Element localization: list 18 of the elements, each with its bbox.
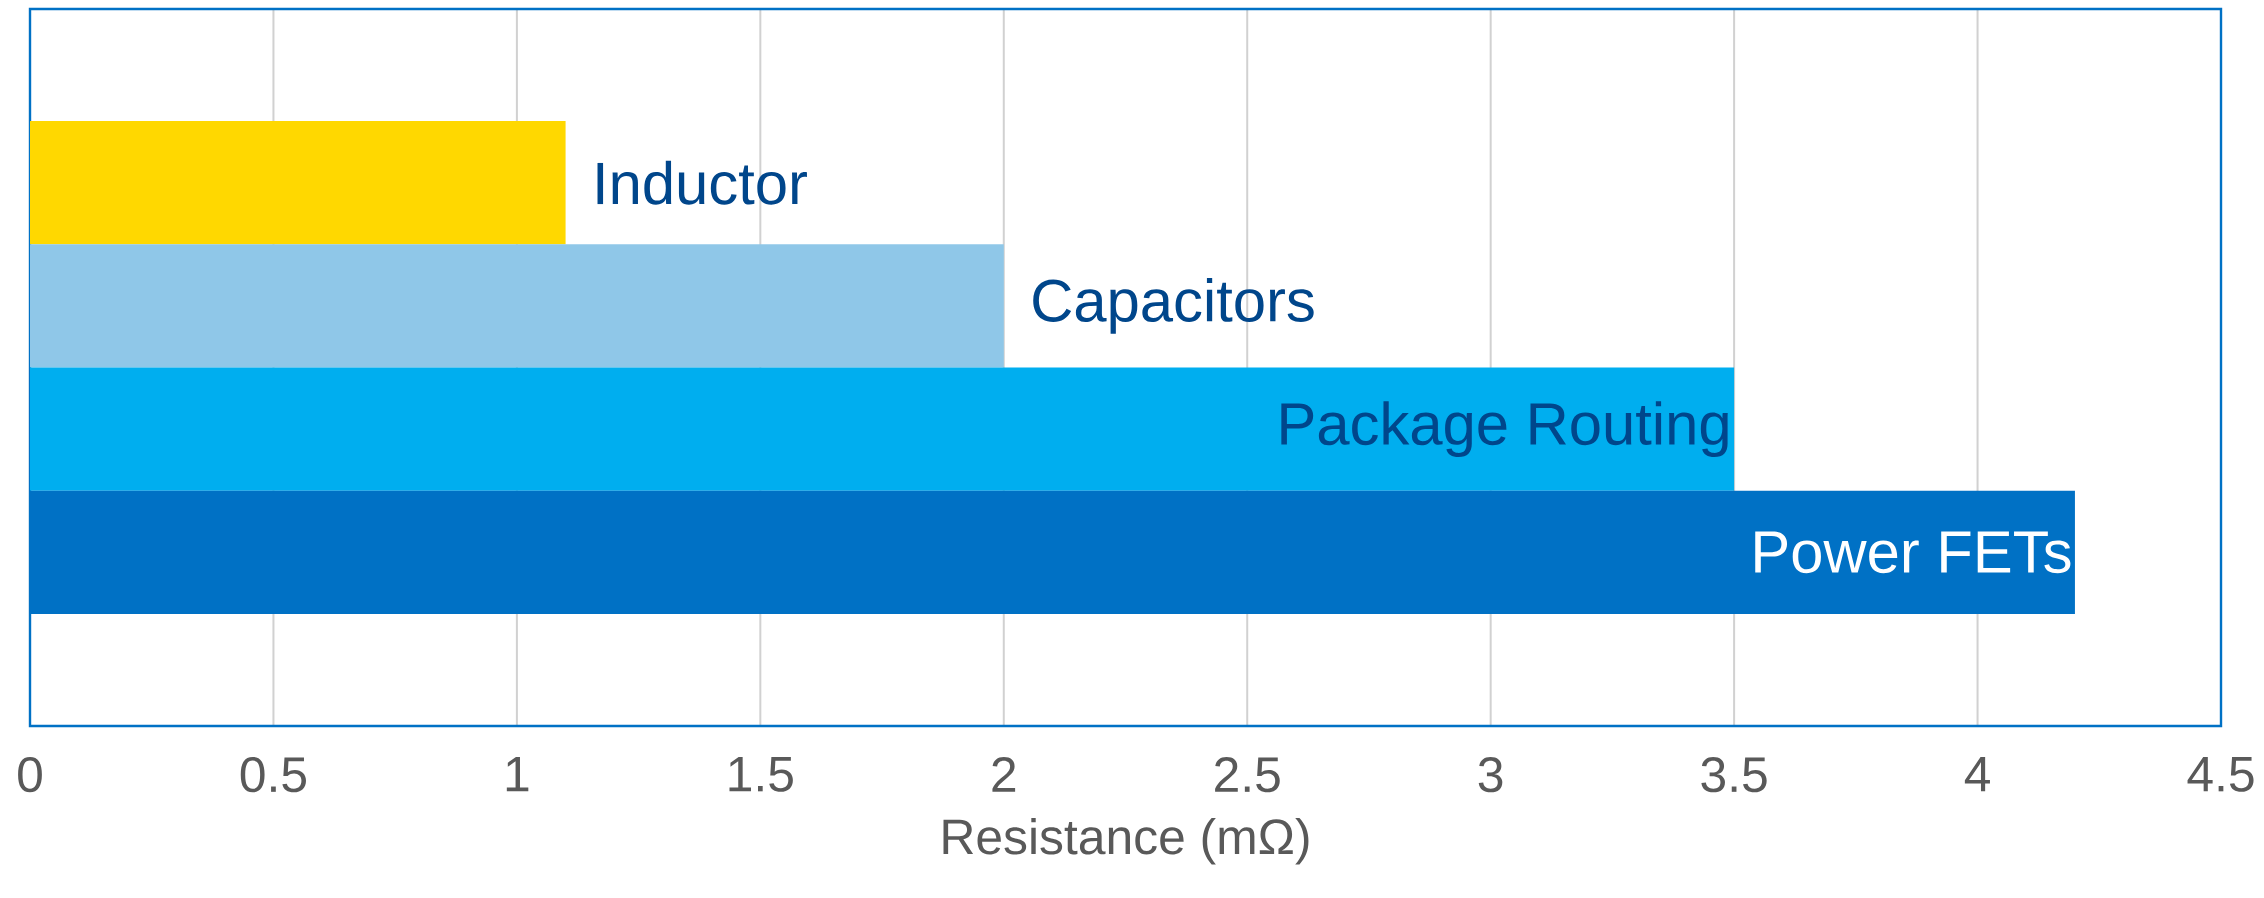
- x-tick-label: 3: [1478, 757, 1503, 793]
- x-tick-label: 1: [506, 757, 529, 792]
- x-tick-label: 2.5: [1215, 757, 1280, 793]
- y-tick-label: Inductor: [597, 160, 807, 205]
- y-tick-label: Capacitors: [1033, 278, 1314, 334]
- bar: [30, 121, 566, 245]
- x-tick-label: 3.5: [1701, 757, 1767, 793]
- x-tick-label: 4.5: [2187, 757, 2254, 792]
- x-tick-label: 2: [992, 757, 1016, 792]
- bar: [30, 244, 1004, 368]
- x-tick-label: 1.5: [729, 757, 793, 792]
- x-tick-label: 0: [18, 757, 42, 793]
- x-tick-label: 4: [1964, 757, 1990, 792]
- bar: [30, 367, 1735, 491]
- x-axis-title: Resistance (mΩ): [943, 818, 1309, 865]
- y-tick-label: Package Routing: [1281, 401, 1728, 457]
- x-tick-label: 0.5: [240, 757, 306, 793]
- y-tick-label: Power FETs: [1755, 531, 2071, 574]
